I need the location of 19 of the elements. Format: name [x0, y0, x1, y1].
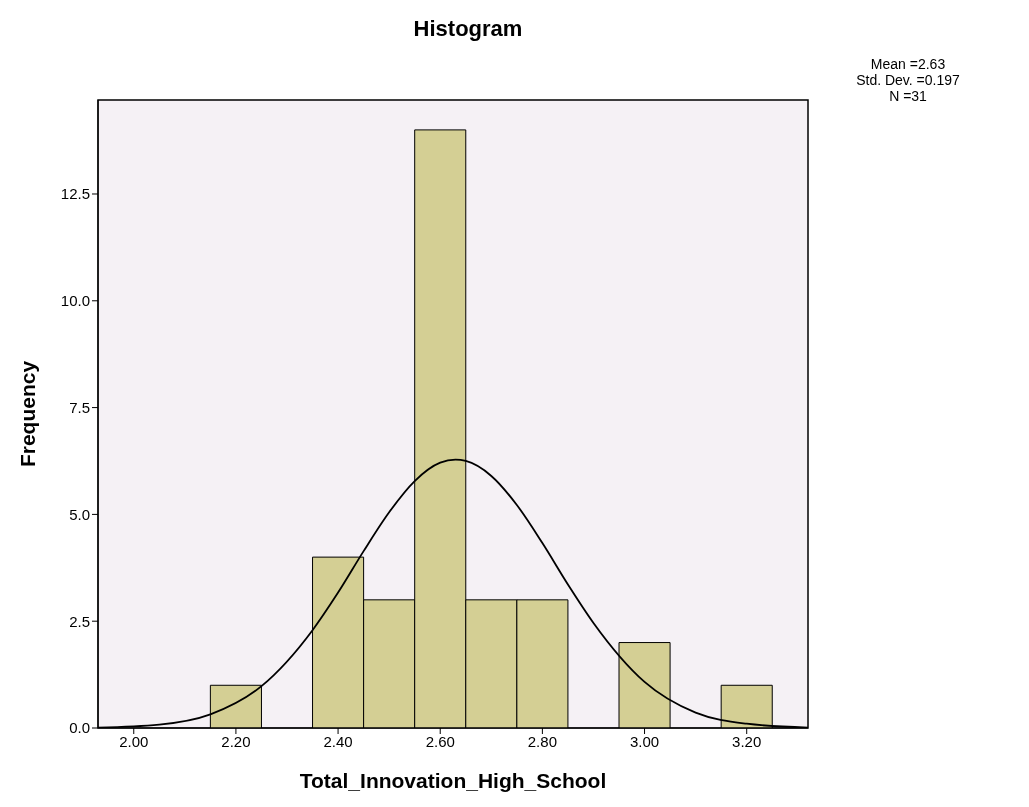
x-tick-label: 2.20: [221, 732, 251, 750]
x-tick-label: 3.20: [732, 732, 762, 750]
y-tick-label: 12.5: [60, 185, 90, 203]
x-tick-label: 2.80: [527, 732, 557, 750]
y-tick-label: 5.0: [69, 505, 90, 523]
y-tick-label: 0.0: [69, 719, 90, 737]
chart-title: Histogram: [412, 16, 524, 42]
y-tick-label: 7.5: [69, 398, 90, 416]
x-tick-label: 2.00: [119, 732, 149, 750]
x-axis-title: Total_Innovation_High_School: [299, 769, 607, 792]
x-tick-label: 3.00: [629, 732, 660, 750]
text: Mean =2.63: [869, 56, 947, 72]
x-tick-label: 2.40: [323, 732, 353, 750]
y-tick-label: 2.5: [69, 612, 90, 630]
text: Std. Dev. =0.197: [855, 72, 961, 88]
y-axis-title: Frequency: [16, 360, 40, 468]
y-tick-label: 10.0: [60, 292, 90, 310]
text: N =31: [888, 88, 928, 104]
x-tick-label: 2.60: [425, 732, 455, 750]
